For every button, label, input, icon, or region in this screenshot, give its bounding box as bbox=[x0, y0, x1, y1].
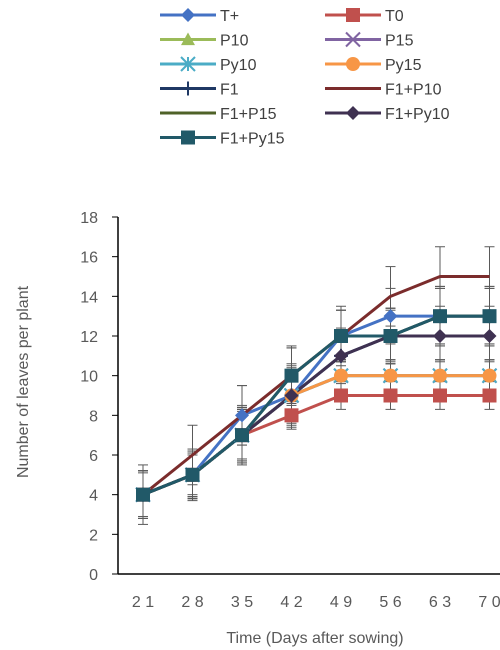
y-tick-label: 16 bbox=[80, 250, 98, 267]
y-axis-ticks: 0 2 4 6 8 10 12 14 16 18 bbox=[80, 210, 118, 584]
data-point bbox=[181, 32, 195, 46]
legend-item: P10 bbox=[160, 32, 249, 50]
y-tick-label: 18 bbox=[80, 210, 98, 227]
y-tick-label: 0 bbox=[89, 567, 98, 584]
x-tick-label: 2 8 bbox=[181, 594, 203, 611]
legend-item: F1+P15 bbox=[160, 106, 277, 123]
data-point bbox=[433, 309, 447, 324]
data-point bbox=[334, 329, 348, 343]
legend-label: P10 bbox=[220, 33, 249, 50]
data-point bbox=[482, 388, 497, 403]
series-line-11 bbox=[142, 314, 490, 497]
legend-item: F1 bbox=[160, 81, 239, 99]
data-point bbox=[284, 388, 299, 403]
legend-label: Py10 bbox=[220, 57, 257, 74]
data-point bbox=[235, 428, 249, 443]
legend-label: F1+P15 bbox=[220, 106, 277, 123]
series-lines bbox=[142, 275, 490, 497]
x-axis-ticks: 2 1 2 8 3 5 4 2 4 9 5 6 6 3 7 0 bbox=[132, 594, 500, 611]
plot-area: 0 2 4 6 8 10 12 14 16 18 2 1 2 8 3 5 4 2 4 9 5 6 6 3 7 0 bbox=[80, 210, 500, 611]
y-axis-title: Number of leaves per plant bbox=[15, 285, 32, 478]
data-point bbox=[181, 130, 195, 145]
legend-label: F1+Py15 bbox=[220, 131, 285, 148]
data-point bbox=[433, 329, 447, 343]
data-point bbox=[136, 487, 150, 502]
data-point bbox=[383, 329, 398, 343]
legend-label: F1+Py10 bbox=[385, 106, 450, 123]
legend-label: F1+P10 bbox=[385, 82, 442, 99]
data-point bbox=[346, 57, 360, 71]
data-point bbox=[383, 309, 398, 324]
data-point bbox=[235, 408, 249, 423]
data-point bbox=[346, 106, 360, 120]
data-point bbox=[284, 368, 299, 383]
data-point bbox=[180, 56, 196, 72]
data-point bbox=[482, 309, 497, 324]
y-tick-label: 2 bbox=[89, 527, 98, 544]
y-tick-label: 8 bbox=[89, 408, 98, 425]
legend-item: F1+Py10 bbox=[325, 106, 450, 123]
series-markers bbox=[135, 309, 498, 503]
y-tick-label: 14 bbox=[80, 289, 98, 306]
data-point bbox=[185, 467, 200, 482]
legend: T+ T0 P10 P15 Py10 Py15 F1 F1+P10 F1+P15 F1+Py10 F… bbox=[160, 8, 450, 148]
data-point bbox=[383, 388, 398, 403]
x-tick-label: 7 0 bbox=[478, 594, 500, 611]
legend-item: P15 bbox=[325, 31, 414, 50]
y-tick-label: 6 bbox=[89, 448, 98, 465]
data-point bbox=[181, 8, 195, 22]
legend-item: T0 bbox=[325, 8, 404, 25]
legend-label: Py15 bbox=[385, 57, 422, 74]
y-tick-label: 12 bbox=[80, 329, 98, 346]
data-point bbox=[334, 348, 348, 363]
data-point bbox=[334, 368, 348, 383]
legend-label: T+ bbox=[220, 8, 239, 25]
x-tick-label: 3 5 bbox=[231, 594, 253, 611]
data-point bbox=[334, 388, 348, 403]
x-tick-label: 2 1 bbox=[132, 594, 154, 611]
legend-item: F1+P10 bbox=[325, 82, 442, 99]
legend-item: Py10 bbox=[160, 56, 257, 74]
legend-label: P15 bbox=[385, 33, 414, 50]
legend-item: T+ bbox=[160, 8, 239, 25]
legend-item: Py15 bbox=[325, 57, 422, 74]
data-point bbox=[383, 368, 398, 383]
data-point bbox=[482, 368, 497, 383]
x-axis-title: Time (Days after sowing) bbox=[226, 630, 403, 647]
x-tick-label: 4 2 bbox=[280, 594, 302, 611]
data-point bbox=[433, 388, 447, 403]
legend-label: F1 bbox=[220, 82, 239, 99]
data-point bbox=[181, 81, 195, 96]
data-point bbox=[346, 8, 360, 22]
x-tick-label: 6 3 bbox=[429, 594, 451, 611]
legend-label: T0 bbox=[385, 8, 404, 25]
series-line-1 bbox=[142, 314, 490, 497]
data-point bbox=[284, 408, 299, 423]
y-tick-label: 4 bbox=[89, 488, 98, 505]
legend-item: F1+Py15 bbox=[160, 130, 285, 148]
data-point bbox=[482, 329, 497, 343]
x-tick-label: 5 6 bbox=[379, 594, 401, 611]
data-point bbox=[345, 31, 361, 48]
x-tick-label: 4 9 bbox=[330, 594, 352, 611]
y-tick-label: 10 bbox=[80, 369, 98, 386]
data-point bbox=[433, 368, 447, 383]
